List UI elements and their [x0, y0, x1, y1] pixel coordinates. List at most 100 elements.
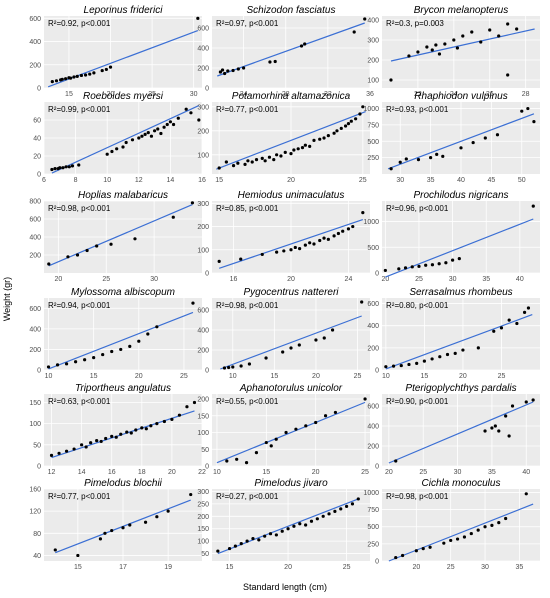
y-tick-label: 200 [29, 253, 41, 260]
data-point [121, 526, 125, 530]
data-point [233, 544, 238, 548]
data-point [121, 145, 125, 149]
data-point [53, 167, 57, 171]
data-point [322, 336, 326, 340]
data-point [424, 263, 428, 267]
x-tick-label: 24 [345, 276, 353, 283]
x-tick-label: 24 [240, 91, 248, 98]
data-point [339, 126, 343, 130]
data-point [363, 17, 367, 21]
data-point [403, 266, 408, 270]
stat-annotation: R²=0.99, p<0.001 [48, 105, 111, 114]
data-point [289, 346, 293, 350]
data-point [75, 253, 80, 257]
data-point [492, 329, 496, 333]
y-tick-label: 100 [197, 247, 209, 254]
stat-annotation: R²=0.97, p<0.001 [216, 19, 279, 28]
y-tick-label: 200 [197, 397, 209, 404]
x-tick-label: 25 [359, 177, 367, 184]
x-tick-label: 35 [488, 469, 496, 476]
data-point [351, 224, 355, 229]
stat-annotation: R²=0.98, p<0.001 [386, 492, 449, 501]
regression-line [385, 218, 534, 278]
x-tick-label: 22 [198, 469, 206, 476]
y-tick-label: 600 [197, 26, 209, 33]
data-point [441, 154, 445, 158]
data-point [254, 158, 259, 162]
y-tick-label: 100 [197, 539, 209, 546]
y-tick-label: 600 [29, 306, 41, 313]
data-point [483, 136, 487, 140]
data-point [143, 132, 147, 136]
y-tick-label: 1000 [363, 490, 379, 497]
data-point [407, 362, 411, 367]
regression-line [220, 315, 362, 370]
data-point [99, 439, 103, 444]
y-tick-label: 200 [29, 347, 41, 354]
y-tick-label: 600 [29, 16, 41, 23]
data-point [531, 398, 535, 402]
regression-line [387, 113, 535, 170]
stat-annotation: R²=0.98, p<0.001 [48, 204, 111, 213]
data-point [407, 54, 411, 58]
data-point [239, 542, 243, 546]
data-point [60, 77, 64, 81]
data-point [125, 430, 129, 434]
data-point [156, 127, 160, 131]
data-point [327, 512, 331, 516]
data-point [235, 457, 239, 461]
data-point [298, 522, 302, 526]
panel-title: Cichla monoculus [422, 478, 501, 489]
data-point [64, 77, 68, 81]
data-point [455, 537, 460, 541]
data-point [128, 523, 132, 527]
x-tick-label: 8 [74, 177, 78, 184]
data-point [312, 138, 316, 142]
data-point [417, 264, 421, 268]
data-point [227, 546, 232, 551]
data-point [263, 534, 267, 538]
data-point [504, 414, 508, 418]
data-point [493, 424, 497, 428]
data-point [85, 248, 89, 253]
data-point [227, 365, 231, 370]
panel-9: Mylossoma albiscopum 10 15 20 25 0 200 400 600 R²… [29, 287, 202, 380]
panel-16: Pimelodus jivaro 15 20 25 50 100 150 200 250 300 R… [197, 478, 370, 571]
data-point [166, 509, 170, 513]
y-tick-label: 300 [197, 489, 209, 496]
y-tick-label: 60 [33, 118, 41, 125]
data-point [444, 261, 448, 265]
data-point [162, 125, 166, 129]
x-tick-label: 15 [262, 469, 270, 476]
y-tick-label: 0 [205, 271, 209, 278]
data-point [159, 131, 163, 136]
x-tick-label: 15 [65, 91, 73, 98]
x-tick-label: 20 [412, 564, 420, 571]
data-point [437, 262, 441, 266]
y-tick-label: 0 [375, 271, 379, 278]
data-point [452, 38, 456, 42]
data-point [315, 517, 319, 521]
data-point [254, 451, 259, 455]
regression-line [216, 111, 366, 170]
y-tick-label: 800 [29, 199, 41, 206]
data-point [476, 528, 480, 532]
y-tick-label: 300 [197, 104, 209, 111]
x-tick-label: 10 [382, 373, 390, 380]
y-tick-label: 750 [367, 122, 379, 129]
data-point [114, 435, 118, 439]
panel-8: Prochilodus nigricans 20 25 30 35 40 0 500 1000 R… [363, 190, 540, 283]
data-point [483, 525, 487, 529]
y-tick-label: 160 [29, 487, 41, 494]
data-point [110, 349, 114, 354]
data-point [401, 553, 405, 558]
x-tick-label: 25 [498, 373, 506, 380]
panel-0: Leporinus friderici 15 20 25 30 0 200 400 600 R²=… [29, 5, 202, 98]
data-point [70, 164, 75, 168]
data-point [220, 68, 225, 72]
stat-annotation: R²=0.94, p<0.001 [48, 301, 111, 310]
data-point [83, 358, 87, 362]
x-tick-label: 20 [312, 373, 320, 380]
data-point [89, 441, 93, 445]
data-point [231, 68, 235, 73]
